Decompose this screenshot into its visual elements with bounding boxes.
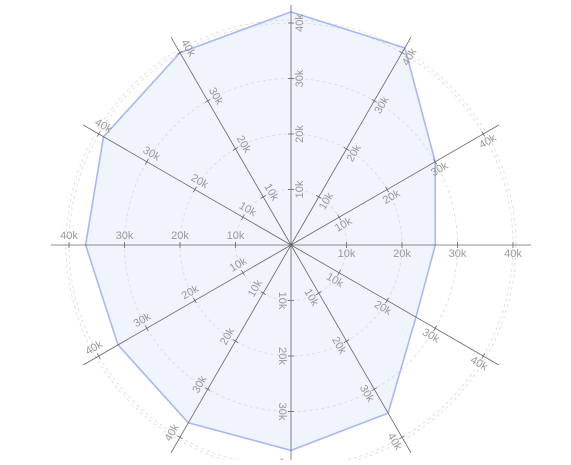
axis-tick-5-2 [385,297,389,304]
axis-tick-11-4 [96,131,101,137]
axis-tick-2-3 [371,98,378,103]
axis-tick-6-1 [315,291,322,295]
tick-label-10-1: 10k [227,230,245,242]
axis-tick-3-4 [481,131,486,137]
axis-tick-6-4 [399,435,405,440]
tick-label-6-4: 40k [385,431,405,453]
axis-tick-8-2 [232,339,239,343]
axis-tick-2-4 [399,50,405,55]
tick-label-7-2: 20k [276,347,288,365]
axis-tick-9-4 [96,353,101,359]
axis-tick-3-2 [385,186,389,193]
axis-line-11 [82,124,292,246]
axis-tick-11-2 [193,186,197,193]
series-area-1 [84,11,437,452]
axis-tick-5-3 [433,325,438,332]
series-layer [84,11,437,452]
tick-label-1-3: 30k [294,69,306,87]
tick-label-5-3: 30k [420,326,442,346]
axis-tick-2-1 [315,195,322,199]
axis-tick-9-2 [193,297,197,304]
axis-tick-6-3 [371,387,378,392]
axis-tick-3-3 [433,158,438,165]
tick-label-3-4: 40k [477,132,499,152]
axis-tick-11-1 [241,214,245,221]
tick-label-4-2: 20k [393,248,411,260]
axis-tick-5-1 [337,269,341,276]
axis-tick-5-4 [481,353,486,359]
axis-layer [51,5,531,465]
axis-line-3 [290,124,500,246]
axis-tick-8-1 [260,291,267,295]
axis-tick-8-4 [177,435,183,440]
tick-label-7-3: 30k [276,403,288,421]
axis-line-2 [290,36,412,246]
tick-label-4-4: 40k [504,248,522,260]
axis-tick-8-3 [204,387,211,392]
tick-label-10-2: 20k [171,230,189,242]
tick-label-9-4: 40k [83,338,105,358]
axis-tick-6-2 [343,339,350,343]
tick-label-10-4: 40k [60,230,78,242]
tick-label-4-3: 30k [449,248,467,260]
axis-tick-11-3 [144,158,149,165]
axis-line-8 [170,244,292,454]
axis-tick-12-2 [232,147,239,151]
axis-line-6 [290,244,412,454]
axis-tick-9-1 [241,269,245,276]
axis-line-5 [290,244,500,366]
tick-label-7-1: 10k [276,292,288,310]
axis-line-9 [82,244,292,366]
tick-label-1-2: 20k [294,125,306,143]
axis-tick-12-1 [260,195,267,199]
axis-line-12 [170,36,292,246]
tick-label-1-4: 40k [294,14,306,32]
tick-label-10-3: 30k [116,230,134,242]
axis-tick-3-1 [337,214,341,221]
tick-label-1-1: 10k [294,180,306,198]
axis-tick-9-3 [144,325,149,332]
tick-label-4-1: 10k [338,248,356,260]
axis-tick-12-3 [204,98,211,103]
axis-tick-12-4 [177,50,183,55]
axis-tick-2-2 [343,147,350,151]
